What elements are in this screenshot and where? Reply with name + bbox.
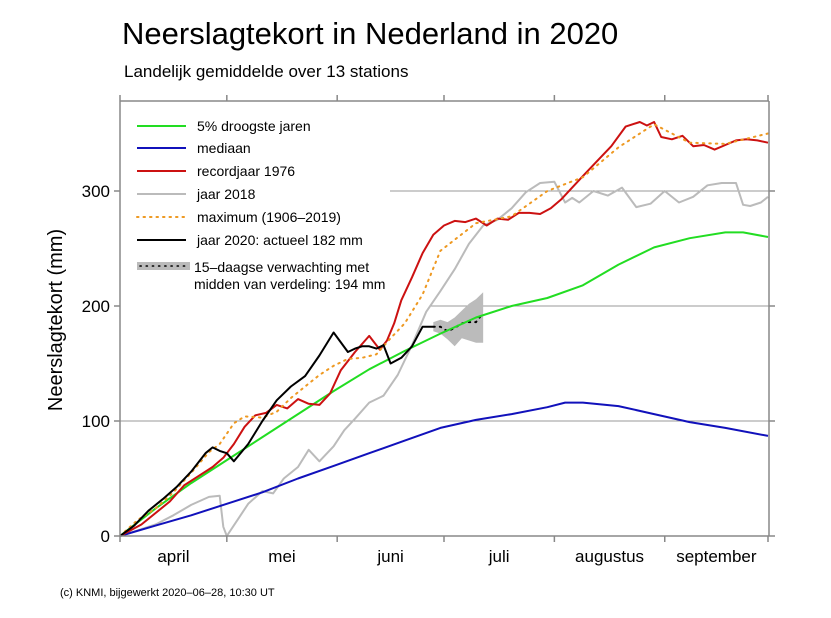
legend-label: mediaan [197, 140, 251, 156]
y-axis-label: Neerslagtekort (mm) [45, 229, 67, 411]
y-tick-label: 300 [82, 182, 110, 201]
x-tick-label: juni [376, 547, 403, 566]
legend-label: jaar 2018 [196, 186, 256, 202]
x-tick-label: april [157, 547, 189, 566]
series-line-1 [119, 401, 769, 537]
grid-lines [120, 190, 769, 422]
legend-label-forecast-line2: midden van verdeling: 194 mm [194, 276, 385, 292]
series-line-2 [119, 121, 769, 537]
legend-label: recordjaar 1976 [197, 163, 295, 179]
chart-subtitle: Landelijk gemiddelde over 13 stations [124, 62, 409, 81]
legend-label: jaar 2020: actueel 182 mm [196, 232, 363, 248]
legend: 5% droogste jaren mediaan recordjaar 1976 j… [136, 118, 385, 292]
legend-label: maximum (1906–2019) [197, 209, 341, 225]
forecast-layer [432, 292, 485, 347]
forecast-band [433, 292, 484, 347]
series-line-4 [119, 123, 769, 537]
series-line-0 [119, 231, 769, 537]
series-layer [119, 121, 769, 537]
legend-label-forecast-line1: 15–daagse verwachting met [194, 259, 369, 275]
series-line-3 [119, 180, 769, 537]
x-tick-label: juli [488, 547, 510, 566]
legend-swatch-forecast [137, 262, 190, 270]
chart-title: Neerslagtekort in Nederland in 2020 [122, 16, 619, 51]
credit-text: (c) KNMI, bijgewerkt 2020–06–28, 10:30 U… [60, 587, 275, 599]
axes: 0 100 200 300 april mei juni juli augustus septem… [45, 95, 775, 566]
legend-label: 5% droogste jaren [197, 118, 311, 134]
series-line-5 [119, 325, 434, 537]
y-tick-label: 200 [82, 297, 110, 316]
x-tick-label: augustus [575, 547, 644, 566]
x-tick-label: mei [268, 547, 295, 566]
x-tick-label: september [676, 547, 757, 566]
y-tick-label: 100 [82, 412, 110, 431]
y-tick-label: 0 [101, 527, 110, 546]
